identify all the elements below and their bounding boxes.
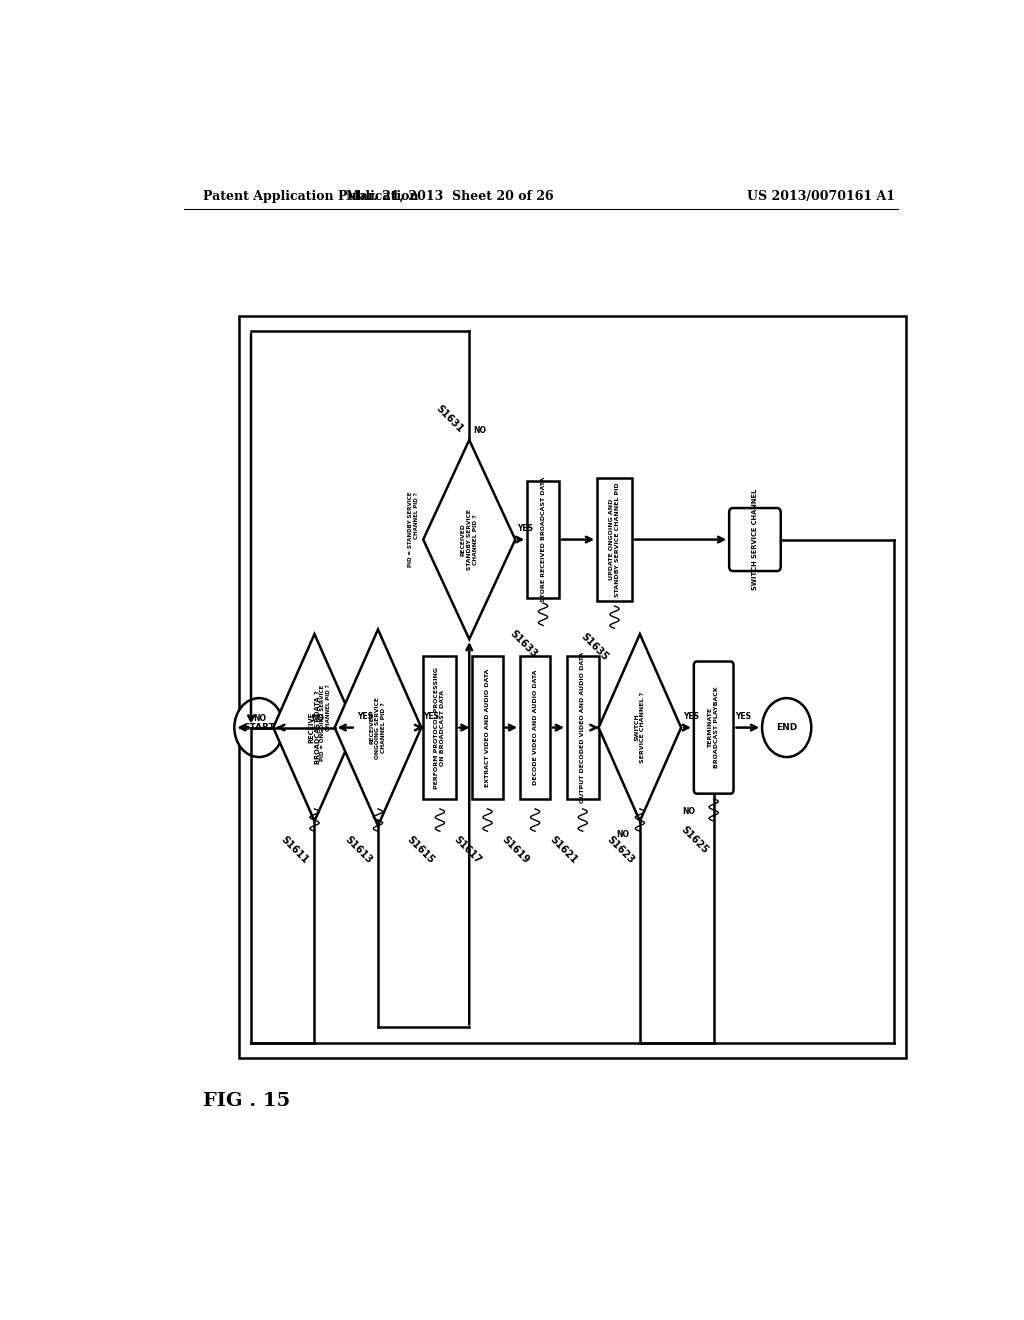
Polygon shape bbox=[423, 440, 515, 639]
Text: Patent Application Publication: Patent Application Publication bbox=[204, 190, 419, 202]
Text: FIG . 15: FIG . 15 bbox=[204, 1092, 291, 1110]
Polygon shape bbox=[599, 634, 681, 821]
Text: RECEIVED
ONGOING SERVICE
CHANNEL PID ?: RECEIVED ONGOING SERVICE CHANNEL PID ? bbox=[370, 697, 386, 759]
Text: US 2013/0070161 A1: US 2013/0070161 A1 bbox=[748, 190, 895, 202]
Bar bbox=[597, 478, 632, 601]
FancyBboxPatch shape bbox=[694, 661, 733, 793]
Text: SWITCH SERVICE CHANNEL: SWITCH SERVICE CHANNEL bbox=[752, 488, 758, 590]
Text: PID = ONGOING SERVICE
CHANNEL PID ?: PID = ONGOING SERVICE CHANNEL PID ? bbox=[319, 684, 331, 760]
Text: TERMINATE
BROADCAST PLAYBACK: TERMINATE BROADCAST PLAYBACK bbox=[709, 686, 719, 768]
Text: S1621: S1621 bbox=[548, 834, 579, 866]
Text: RECEIVED
STANDBY SERVICE
CHANNEL PID ?: RECEIVED STANDBY SERVICE CHANNEL PID ? bbox=[461, 510, 477, 570]
Text: EXTRACT VIDEO AND AUDIO DATA: EXTRACT VIDEO AND AUDIO DATA bbox=[485, 668, 490, 787]
Text: S1613: S1613 bbox=[343, 834, 374, 866]
Text: S1615: S1615 bbox=[404, 834, 436, 866]
Text: S1625: S1625 bbox=[679, 824, 710, 855]
Text: S1623: S1623 bbox=[605, 834, 636, 866]
Text: YES: YES bbox=[357, 713, 374, 722]
Text: STORE RECEIVED BROADCAST DATA: STORE RECEIVED BROADCAST DATA bbox=[541, 477, 546, 602]
Text: OUTPUT DECODED VIDEO AND AUDIO DATA: OUTPUT DECODED VIDEO AND AUDIO DATA bbox=[581, 652, 586, 803]
Text: S1631: S1631 bbox=[434, 404, 465, 434]
Text: NO: NO bbox=[682, 807, 695, 816]
Text: UPDATE ONGOING AND
STANDBY SERVICE CHANNEL PID: UPDATE ONGOING AND STANDBY SERVICE CHANN… bbox=[609, 482, 620, 597]
Text: NO: NO bbox=[311, 714, 324, 722]
Text: YES: YES bbox=[517, 524, 532, 533]
Polygon shape bbox=[273, 634, 355, 821]
Text: YES: YES bbox=[735, 713, 752, 722]
Text: PERFORM PROTOCOL PROCESSING
ON BROADCAST DATA: PERFORM PROTOCOL PROCESSING ON BROADCAST… bbox=[434, 667, 445, 788]
Bar bbox=[423, 656, 457, 799]
Text: S1611: S1611 bbox=[280, 834, 310, 866]
Text: START: START bbox=[243, 723, 274, 733]
Bar bbox=[527, 480, 559, 598]
Text: RECEIVE
BROADCAST DATA ?: RECEIVE BROADCAST DATA ? bbox=[308, 690, 321, 764]
Polygon shape bbox=[335, 630, 421, 826]
Text: YES: YES bbox=[423, 713, 439, 722]
Text: S1633: S1633 bbox=[508, 628, 539, 660]
Text: Mar. 21, 2013  Sheet 20 of 26: Mar. 21, 2013 Sheet 20 of 26 bbox=[345, 190, 553, 202]
Ellipse shape bbox=[762, 698, 811, 758]
Text: S1617: S1617 bbox=[453, 834, 483, 866]
Text: PID = STANDBY SERVICE
CHANNEL PID ?: PID = STANDBY SERVICE CHANNEL PID ? bbox=[409, 491, 419, 568]
FancyBboxPatch shape bbox=[729, 508, 780, 572]
Bar bbox=[240, 315, 906, 1057]
Text: S1619: S1619 bbox=[500, 834, 531, 866]
Text: NO: NO bbox=[616, 830, 629, 840]
Text: END: END bbox=[776, 723, 798, 733]
Text: S1635: S1635 bbox=[580, 631, 610, 663]
Text: NO: NO bbox=[253, 714, 266, 722]
Bar bbox=[472, 656, 503, 799]
Bar bbox=[567, 656, 599, 799]
Text: DECODE VIDEO AND AUDIO DATA: DECODE VIDEO AND AUDIO DATA bbox=[532, 669, 538, 785]
Text: NO: NO bbox=[473, 426, 486, 434]
Ellipse shape bbox=[234, 698, 284, 758]
Text: SWITCH
SERVICE CHANNEL ?: SWITCH SERVICE CHANNEL ? bbox=[635, 692, 645, 763]
Bar bbox=[520, 656, 550, 799]
Text: YES: YES bbox=[683, 713, 698, 722]
